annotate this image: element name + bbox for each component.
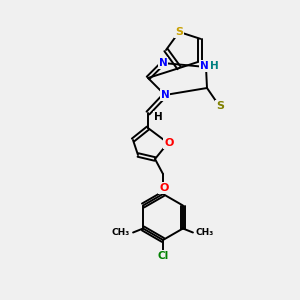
Text: CH₃: CH₃ [196,228,214,237]
Text: H: H [154,112,162,122]
Text: S: S [216,101,224,111]
Text: N: N [160,90,169,100]
Text: H: H [210,61,218,71]
Text: N: N [159,58,167,68]
Text: O: O [164,138,174,148]
Text: N: N [200,61,208,71]
Text: CH₃: CH₃ [112,228,130,237]
Text: O: O [159,183,169,193]
Text: Cl: Cl [158,251,169,261]
Text: S: S [175,27,183,37]
